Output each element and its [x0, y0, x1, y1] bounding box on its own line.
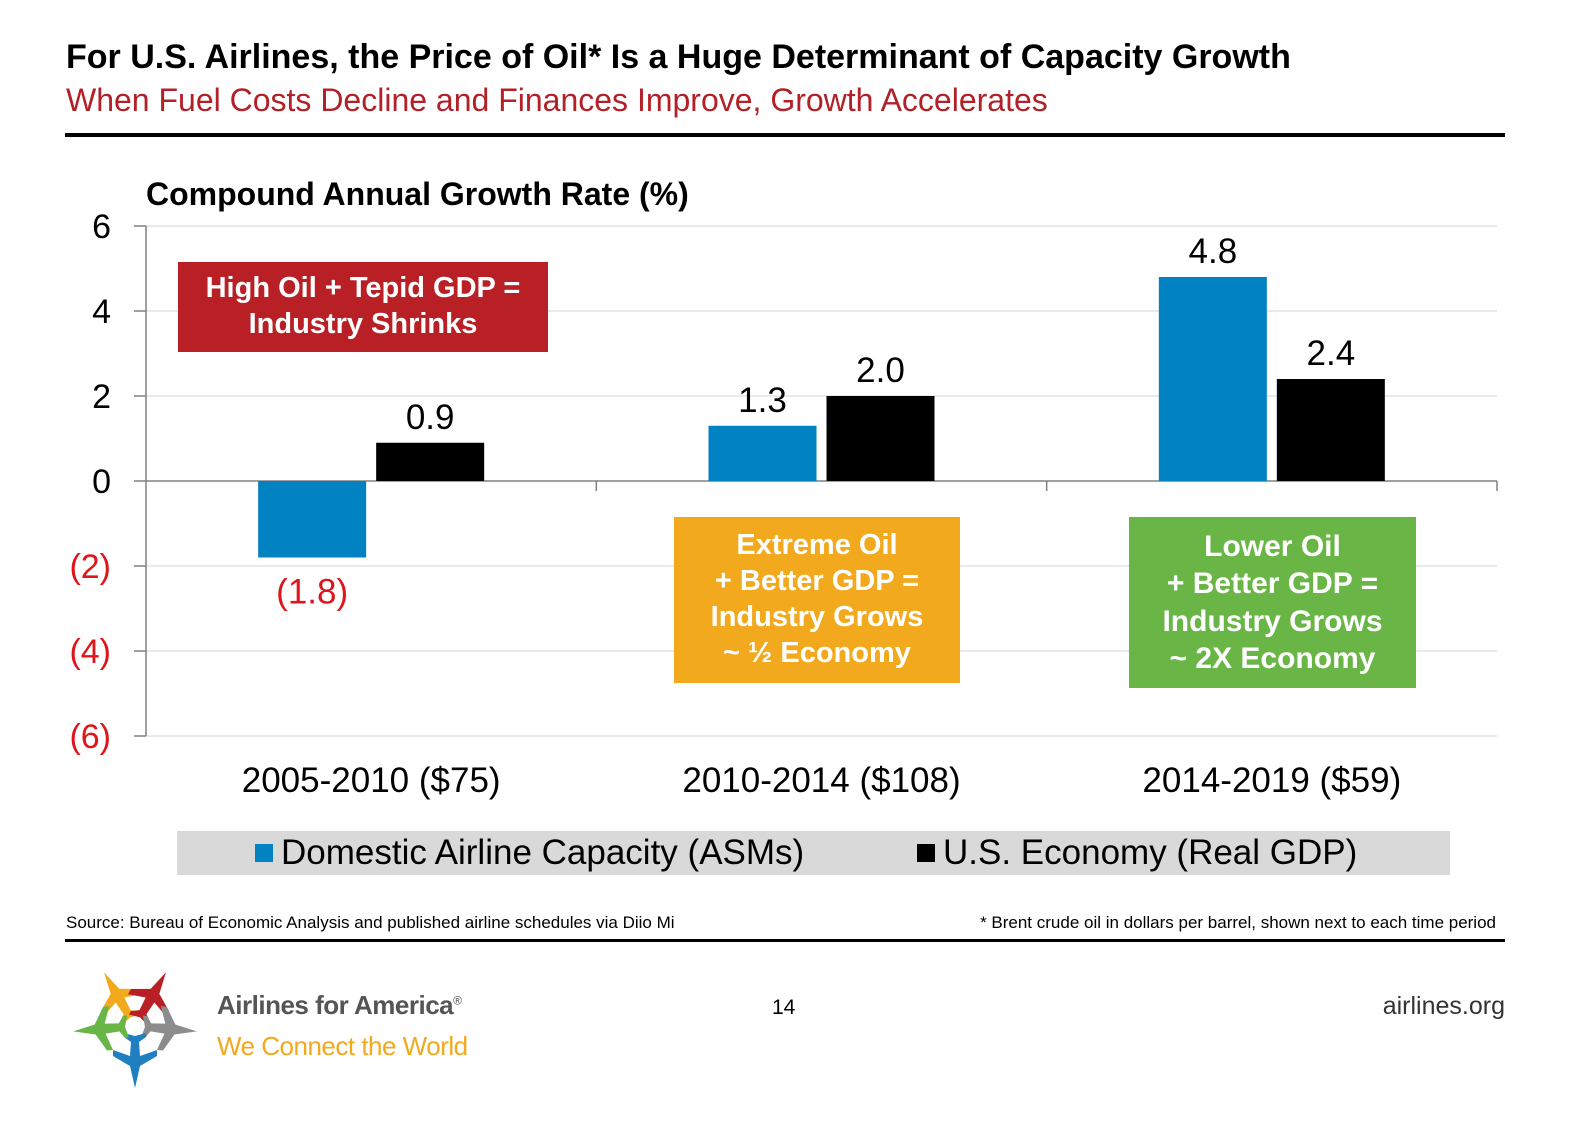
data-label: 2.4 [1307, 334, 1356, 373]
brand-name: Airlines for America® [217, 990, 462, 1021]
callout-extreme-oil-line-2: + Better GDP = [714, 565, 920, 598]
y-tick-label: (4) [69, 633, 111, 671]
data-label: (1.8) [276, 573, 348, 612]
brand-name-text: Airlines for America [217, 990, 454, 1020]
y-tick-label: 4 [92, 293, 111, 331]
airplanes-star-logo-icon [73, 972, 197, 1088]
callout-extreme-oil: Extreme Oil + Better GDP = Industry Grow… [674, 517, 960, 683]
site-url[interactable]: airlines.org [1382, 992, 1505, 1020]
y-tick-label: 0 [92, 463, 111, 501]
callout-extreme-oil-line-1: Extreme Oil [736, 529, 898, 562]
legend-label-gdp: U.S. Economy (Real GDP) [943, 833, 1358, 872]
callout-high-oil-line-1: High Oil + Tepid GDP = [205, 272, 521, 305]
y-tick-label: 2 [92, 378, 111, 416]
bars [258, 277, 1385, 558]
source-note: Source: Bureau of Economic Analysis and … [66, 913, 675, 932]
callout-lower-oil: Lower Oil + Better GDP = Industry Grows … [1129, 517, 1416, 688]
bar [708, 425, 817, 481]
legend-label-capacity: Domestic Airline Capacity (ASMs) [281, 833, 805, 872]
bar [1276, 379, 1385, 481]
legend-item-gdp: U.S. Economy (Real GDP) [917, 833, 1357, 873]
bar [1158, 277, 1267, 481]
brand-registered-mark: ® [453, 993, 462, 1008]
data-labels: (1.8) 0.9 2005-2010 ($75) 1.3 2.0 2010-2014 (… [242, 232, 1401, 800]
legend-swatch-gdp [917, 844, 935, 862]
callout-extreme-oil-line-3: Industry Grows [710, 601, 924, 633]
y-tick-label: (2) [69, 548, 111, 586]
chart-title: Compound Annual Growth Rate (%) [146, 176, 689, 212]
x-category-label: 2005-2010 ($75) [242, 761, 501, 800]
page-number: 14 [772, 996, 796, 1019]
y-tick-label: (6) [69, 718, 111, 756]
bar [376, 442, 485, 481]
x-category-label: 2010-2014 ($108) [682, 761, 960, 800]
growth-rate-chart: Compound Annual Growth Rate (%) 6 4 2 0 (2) (… [69, 176, 1498, 800]
data-label: 0.9 [406, 398, 455, 437]
callout-extreme-oil-line-4: ~ ½ Economy [723, 636, 911, 669]
callout-lower-oil-line-1: Lower Oil [1204, 530, 1341, 564]
footer-divider [65, 939, 1505, 942]
x-category-label: 2014-2019 ($59) [1142, 761, 1401, 800]
chart-legend: Domestic Airline Capacity (ASMs) U.S. Ec… [177, 831, 1450, 875]
callout-lower-oil-line-2: + Better GDP = [1166, 567, 1379, 601]
legend-swatch-capacity [255, 844, 273, 862]
callout-high-oil-line-2: Industry Shrinks [248, 308, 478, 340]
page-title: For U.S. Airlines, the Price of Oil* Is … [66, 38, 1291, 76]
header-divider [65, 133, 1505, 137]
brand-tagline: We Connect the World [217, 1031, 468, 1061]
oil-price-footnote: * Brent crude oil in dollars per barrel,… [980, 913, 1496, 932]
page-subtitle: When Fuel Costs Decline and Finances Imp… [66, 82, 1048, 118]
callout-lower-oil-line-4: ~ 2X Economy [1169, 641, 1376, 675]
y-tick-label: 6 [92, 208, 111, 246]
callout-high-oil: High Oil + Tepid GDP = Industry Shrinks [178, 262, 548, 352]
data-label: 2.0 [856, 351, 905, 390]
data-label: 4.8 [1189, 232, 1238, 271]
bar [258, 481, 367, 558]
data-label: 1.3 [738, 381, 787, 420]
legend-item-capacity: Domestic Airline Capacity (ASMs) [255, 833, 804, 873]
bar [826, 396, 935, 481]
axes: 6 4 2 0 (2) (4) (6) [69, 208, 1498, 756]
callout-lower-oil-line-3: Industry Grows [1162, 604, 1383, 638]
